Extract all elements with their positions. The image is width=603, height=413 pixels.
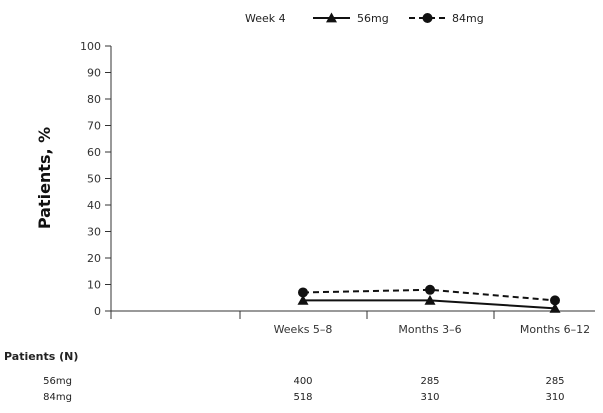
patients-cell: 518	[293, 392, 312, 403]
patients-cell: 310	[545, 392, 564, 403]
series-84mg	[298, 284, 560, 306]
legend-label: 84mg	[452, 12, 484, 25]
series-56mg	[297, 294, 561, 313]
y-tick-label: 100	[80, 40, 101, 53]
patients-table-title: Patients (N)	[4, 350, 78, 363]
patients-row-label: 84mg	[43, 392, 72, 403]
y-tick-label: 90	[87, 67, 101, 80]
data-point-84mg	[298, 287, 308, 298]
axis-layer: 0 10 20 30 40 50 60 70 80 90 100 Patients, % Weeks 5…	[35, 40, 595, 336]
patients-table-row: 56mg 400 285 285	[43, 376, 564, 387]
y-tick-label: 60	[87, 146, 101, 159]
y-tick-label: 40	[87, 199, 101, 212]
series-layer	[297, 284, 561, 313]
x-tick-label: Months 3–6	[398, 323, 461, 336]
legend-item-56mg: 56mg	[313, 12, 389, 25]
data-point-56mg	[424, 294, 436, 305]
y-tick-label: 80	[87, 93, 101, 106]
data-point-56mg	[549, 302, 561, 313]
patients-row-label: 56mg	[43, 376, 72, 387]
legend-marker	[326, 12, 337, 23]
x-tick-label: Months 6–12	[520, 323, 590, 336]
patients-cell: 310	[420, 392, 439, 403]
y-tick-label: 50	[87, 173, 101, 186]
data-point-84mg	[425, 284, 435, 295]
patients-table-row: 84mg 518 310 310	[43, 392, 564, 403]
y-tick-label: 30	[87, 226, 101, 239]
x-tick-label: Weeks 5–8	[274, 323, 333, 336]
y-tick-label: 70	[87, 120, 101, 133]
patients-table: Patients (N) 56mg 400 285 285 84mg 518 310 310	[4, 350, 565, 403]
patients-cell: 285	[420, 376, 439, 387]
y-tick-label: 0	[94, 305, 101, 318]
legend-marker	[422, 13, 433, 23]
y-tick-label: 10	[87, 279, 101, 292]
y-axis-title: Patients, %	[35, 127, 54, 229]
legend-title: Week 4	[245, 12, 286, 25]
patients-cell: 400	[293, 376, 312, 387]
legend-item-84mg: 84mg	[409, 12, 484, 25]
y-tick-label: 20	[87, 252, 101, 265]
series-line-84mg	[302, 288, 556, 302]
legend-label: 56mg	[357, 12, 389, 25]
data-point-56mg	[297, 294, 309, 305]
data-point-84mg	[550, 295, 560, 306]
legend-layer: Week 4 56mg 84mg	[245, 12, 484, 25]
patients-cell: 285	[545, 376, 564, 387]
